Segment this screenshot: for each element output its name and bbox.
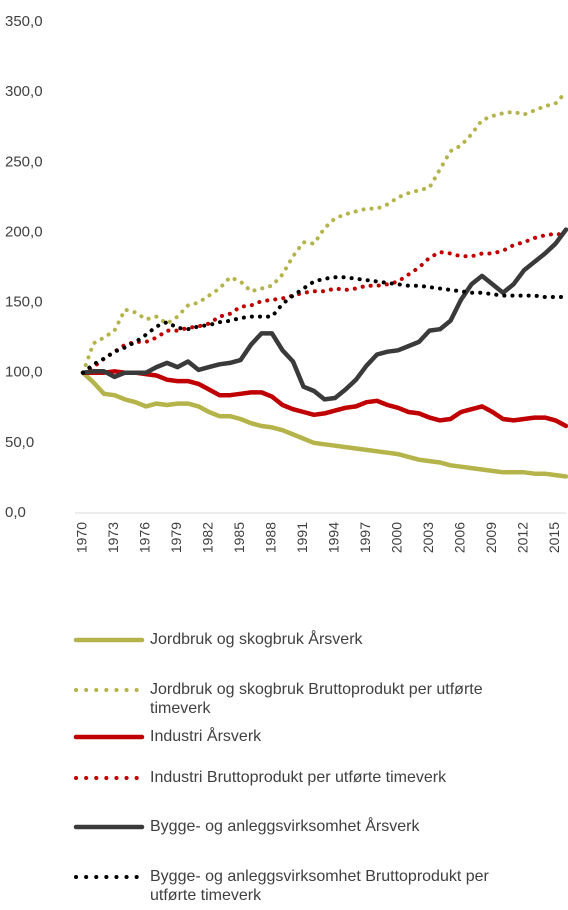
x-tick-label: 1979 [168, 522, 184, 553]
series-line [80, 370, 568, 479]
legend-label: Industri Bruttoprodukt per utførte timev… [150, 769, 447, 786]
x-tick-label: 2012 [515, 522, 531, 553]
x-tick-label: 1994 [326, 522, 342, 553]
y-tick-label: 100,0 [5, 364, 43, 381]
x-tick-label: 1970 [74, 522, 90, 553]
series-line [80, 369, 568, 429]
series-line [80, 227, 568, 402]
y-tick-label: 250,0 [5, 153, 43, 170]
x-tick-label: 2006 [452, 522, 468, 553]
x-tick-label: 1997 [357, 522, 373, 553]
legend-label: Bygge- og anleggsvirksomhet Bruttoproduk… [150, 868, 489, 904]
legend-label: Bygge- og anleggsvirksomhet Årsverk [150, 818, 420, 835]
x-tick-label: 1991 [294, 522, 310, 553]
x-tick-label: 2015 [546, 522, 562, 553]
legend-label: Industri Årsverk [150, 728, 262, 745]
x-tick-label: 1985 [231, 522, 247, 553]
x-tick-label: 1982 [200, 522, 216, 553]
y-tick-label: 300,0 [5, 83, 43, 100]
x-tick-label: 1988 [263, 522, 279, 553]
x-tick-label: 2000 [389, 522, 405, 553]
legend-label: Jordbruk og skogbruk Bruttoprodukt per u… [150, 681, 483, 717]
y-tick-label: 0,0 [5, 504, 26, 521]
y-tick-label: 350,0 [5, 13, 43, 30]
x-tick-label: 1973 [105, 522, 121, 553]
series-line [81, 90, 568, 375]
x-tick-label: 2009 [483, 522, 499, 553]
series-line [81, 231, 568, 375]
y-tick-label: 200,0 [5, 223, 43, 240]
x-tick-label: 2003 [420, 522, 436, 553]
x-tick-label: 1976 [137, 522, 153, 553]
y-tick-label: 150,0 [5, 294, 43, 311]
legend-label: Jordbruk og skogbruk Årsverk [150, 631, 363, 648]
y-tick-label: 50,0 [5, 434, 34, 451]
